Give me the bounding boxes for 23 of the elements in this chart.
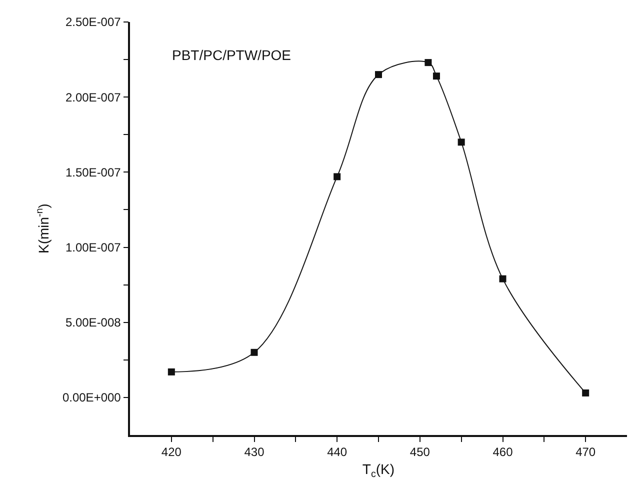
point bbox=[334, 173, 341, 180]
x-tick-label: 430 bbox=[244, 445, 265, 460]
y-tick-label: 2.50E-007 bbox=[65, 15, 122, 30]
point bbox=[250, 348, 258, 356]
x-tick-label: 460 bbox=[492, 445, 514, 460]
point bbox=[458, 138, 465, 146]
x-tick-label: 440 bbox=[327, 445, 348, 460]
point bbox=[424, 59, 432, 66]
point bbox=[375, 71, 382, 78]
y-tick-label: 1.50E-007 bbox=[65, 165, 122, 180]
x-tick-label: 470 bbox=[576, 445, 596, 460]
point bbox=[499, 275, 506, 282]
x-tick-label: 450 bbox=[410, 445, 430, 460]
y-tick-label: 2.00E-007 bbox=[65, 90, 122, 104]
point bbox=[432, 72, 440, 80]
x-tick-label: 420 bbox=[161, 445, 182, 460]
y-tick-label: 0.00E+000 bbox=[62, 390, 122, 405]
y-tick-label: 5.00E-008 bbox=[65, 316, 122, 330]
point bbox=[582, 389, 590, 396]
y-tick-label: 1.00E-007 bbox=[65, 240, 122, 254]
x-axis-title: T$_{c}$(K) bbox=[362, 460, 395, 480]
point bbox=[168, 368, 175, 376]
annotation: PBT/PC/PTW/POE bbox=[172, 47, 292, 63]
